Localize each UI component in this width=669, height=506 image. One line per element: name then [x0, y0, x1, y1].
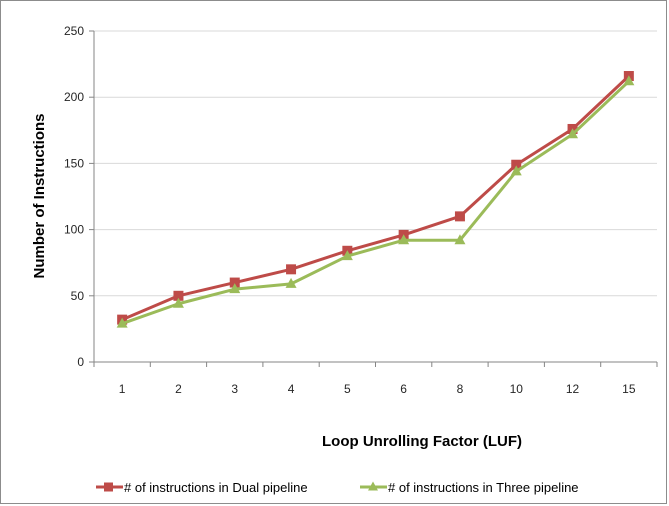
- data-point: [341, 250, 353, 261]
- data-point: [510, 165, 522, 176]
- x-tick-labels: 1 2 3 4 5 6 8 10 12 15: [119, 382, 636, 396]
- series-line: [121, 74, 630, 322]
- data-point: [623, 75, 635, 86]
- legend-marker-dual: [104, 482, 113, 492]
- legend-item-three: # of instructions in Three pipeline: [360, 480, 579, 495]
- gridlines: [89, 30, 658, 367]
- data-point: [567, 128, 579, 139]
- y-tick-label: 0: [77, 355, 84, 369]
- x-tick-label: 8: [457, 382, 464, 396]
- legend-item-dual: # of instructions in Dual pipeline: [96, 480, 308, 495]
- legend-label-dual: # of instructions in Dual pipeline: [124, 480, 308, 495]
- data-point: [454, 211, 465, 222]
- y-tick-label: 100: [64, 223, 84, 237]
- y-axis-title: Number of Instructions: [31, 113, 48, 278]
- data-point: [511, 159, 522, 170]
- series-dual: [117, 71, 634, 325]
- series-lines: [116, 71, 635, 328]
- data-point: [285, 277, 297, 288]
- y-tick-label: 250: [64, 24, 84, 38]
- x-tick-label: 12: [566, 382, 580, 396]
- legend: # of instructions in Dual pipeline # of …: [96, 480, 579, 495]
- y-tick-labels: 0 50 100 150 200 250: [64, 24, 84, 369]
- x-tick-label: 10: [510, 382, 524, 396]
- data-point: [229, 277, 240, 288]
- series-line: [121, 80, 630, 326]
- data-point: [173, 290, 184, 301]
- data-point: [229, 283, 241, 294]
- data-point: [116, 317, 128, 328]
- series-three: [116, 75, 635, 328]
- x-tick-label: 5: [344, 382, 351, 396]
- y-tick-label: 200: [64, 90, 84, 104]
- x-axis-title: Loop Unrolling Factor (LUF): [322, 433, 522, 450]
- y-tick-label: 50: [71, 289, 85, 303]
- data-point: [286, 264, 297, 275]
- legend-marker-three: [368, 481, 378, 491]
- x-tick-label: 6: [400, 382, 407, 396]
- x-tick-label: 4: [288, 382, 295, 396]
- data-point: [398, 234, 410, 245]
- x-tick-label: 3: [231, 382, 238, 396]
- x-tick-label: 1: [119, 382, 126, 396]
- legend-label-three: # of instructions in Three pipeline: [388, 480, 579, 495]
- x-tick-label: 2: [175, 382, 182, 396]
- data-point: [454, 234, 466, 245]
- x-tick-label: 15: [622, 382, 636, 396]
- y-tick-label: 150: [64, 156, 84, 170]
- data-point: [172, 297, 184, 308]
